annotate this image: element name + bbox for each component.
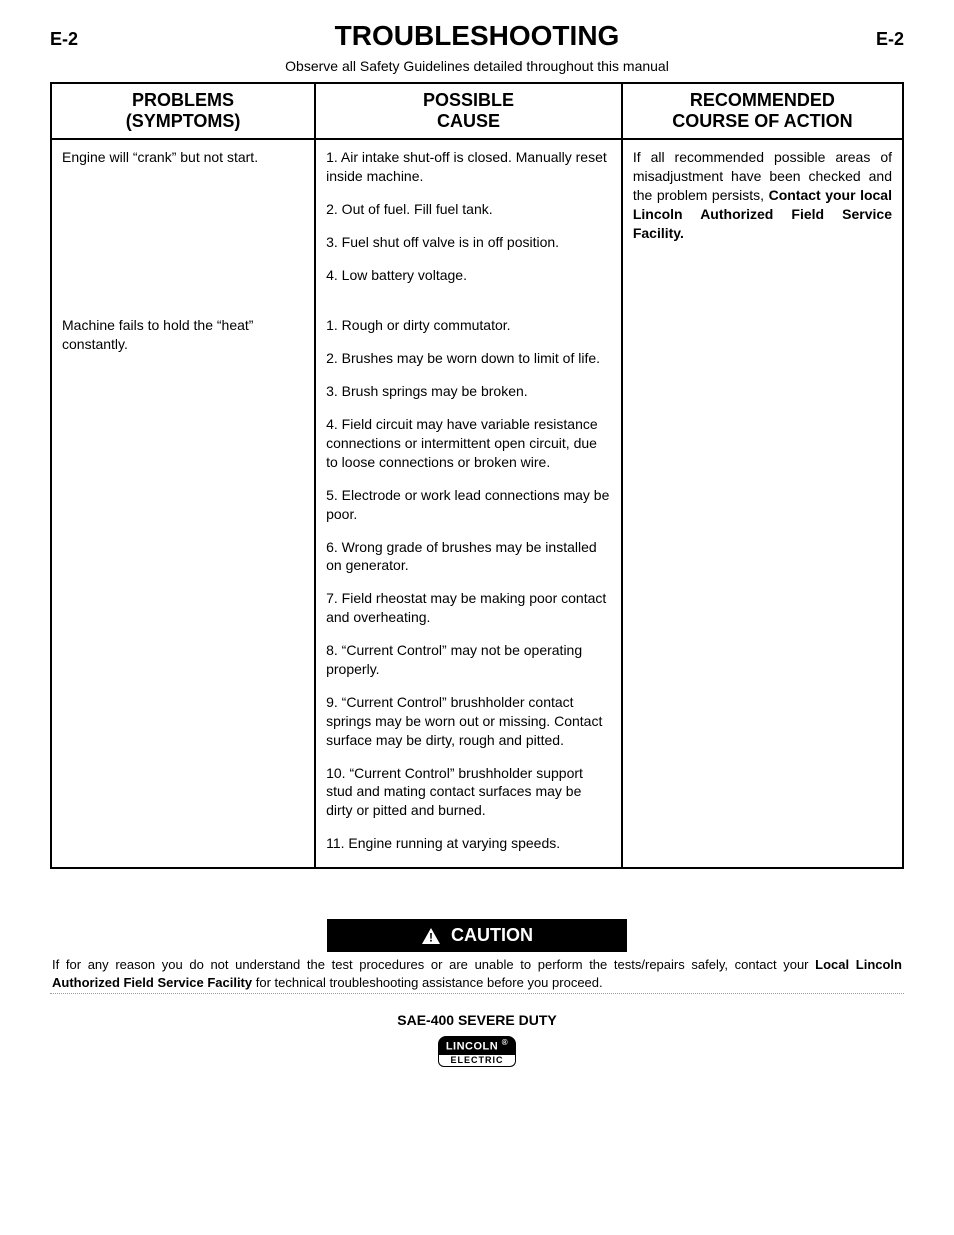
cause-item: 7. Field rheostat may be making poor con…	[326, 589, 611, 627]
cause-item: 2. Brushes may be worn down to limit of …	[326, 349, 611, 368]
cause-item: 1. Air intake shut-off is closed. Manual…	[326, 148, 611, 186]
col-header-cause-l1: POSSIBLE	[423, 90, 514, 110]
cause-item: 10. “Current Control” brushholder suppor…	[326, 764, 611, 821]
registered-icon: ®	[502, 1038, 508, 1047]
cause-cell: 1. Rough or dirty commutator. 2. Brushes…	[315, 298, 622, 868]
caution-text-suffix: for technical troubleshooting assistance…	[252, 975, 603, 990]
caution-text-prefix: If for any reason you do not understand …	[52, 957, 815, 972]
col-header-problems-l2: (SYMPTOMS)	[126, 111, 241, 131]
col-header-problems-l1: PROBLEMS	[132, 90, 234, 110]
col-header-rec-l2: COURSE OF ACTION	[672, 111, 852, 131]
cause-item: 6. Wrong grade of brushes may be install…	[326, 538, 611, 576]
cause-item: 11. Engine running at varying speeds.	[326, 834, 611, 853]
cause-item: 4. Field circuit may have variable resis…	[326, 415, 611, 472]
col-header-cause: POSSIBLE CAUSE	[315, 83, 622, 139]
caution-banner: ! CAUTION	[327, 919, 627, 952]
cause-item: 2. Out of fuel. Fill fuel tank.	[326, 200, 611, 219]
col-header-problems: PROBLEMS (SYMPTOMS)	[51, 83, 315, 139]
cause-list-0: 1. Air intake shut-off is closed. Manual…	[326, 148, 611, 284]
col-header-cause-l2: CAUSE	[437, 111, 500, 131]
logo-bottom-text: ELECTRIC	[438, 1054, 516, 1067]
col-header-recommended: RECOMMENDED COURSE OF ACTION	[622, 83, 903, 139]
caution-text: If for any reason you do not understand …	[50, 956, 904, 991]
table-header-row: PROBLEMS (SYMPTOMS) POSSIBLE CAUSE RECOM…	[51, 83, 903, 139]
cause-item: 1. Rough or dirty commutator.	[326, 316, 611, 335]
lincoln-logo: LINCOLN ® ELECTRIC	[438, 1036, 516, 1067]
svg-text:!: !	[429, 930, 433, 944]
troubleshoot-table: PROBLEMS (SYMPTOMS) POSSIBLE CAUSE RECOM…	[50, 82, 904, 869]
footer-logo: LINCOLN ® ELECTRIC	[50, 1036, 904, 1068]
page-code-left: E-2	[50, 29, 78, 50]
cause-list-1: 1. Rough or dirty commutator. 2. Brushes…	[326, 316, 611, 853]
cause-cell: 1. Air intake shut-off is closed. Manual…	[315, 139, 622, 298]
cause-item: 3. Brush springs may be broken.	[326, 382, 611, 401]
page-title: TROUBLESHOOTING	[78, 20, 876, 52]
table-row: Engine will “crank” but not start. 1. Ai…	[51, 139, 903, 298]
caution-label: CAUTION	[451, 925, 533, 946]
logo-top-label: LINCOLN	[446, 1041, 498, 1053]
cause-item: 4. Low battery voltage.	[326, 266, 611, 285]
cause-item: 9. “Current Control” brushholder contact…	[326, 693, 611, 750]
page-subheader: Observe all Safety Guidelines detailed t…	[50, 58, 904, 74]
problem-cell: Engine will “crank” but not start.	[51, 139, 315, 298]
page-code-right: E-2	[876, 29, 904, 50]
logo-top-text: LINCOLN ®	[438, 1036, 516, 1055]
col-header-rec-l1: RECOMMENDED	[690, 90, 835, 110]
page-header: E-2 TROUBLESHOOTING E-2	[50, 20, 904, 52]
problem-cell: Machine fails to hold the “heat” constan…	[51, 298, 315, 868]
footer-model: SAE-400 SEVERE DUTY	[50, 1012, 904, 1028]
cause-item: 3. Fuel shut off valve is in off positio…	[326, 233, 611, 252]
recommended-cell: If all recommended possible areas of mis…	[622, 139, 903, 868]
cause-item: 5. Electrode or work lead connections ma…	[326, 486, 611, 524]
dotted-divider	[50, 993, 904, 994]
warning-triangle-icon: !	[421, 927, 441, 945]
cause-item: 8. “Current Control” may not be operatin…	[326, 641, 611, 679]
